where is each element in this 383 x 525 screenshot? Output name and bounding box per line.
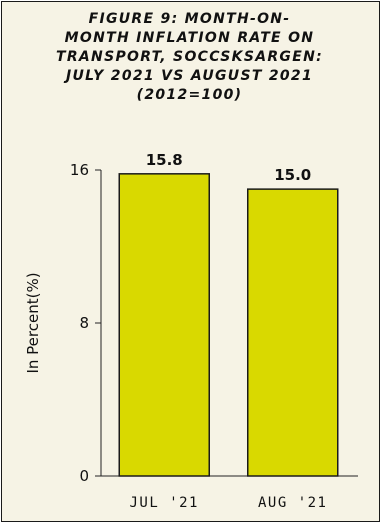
chart-title-line: MONTH INFLATION RATE ON (64, 30, 315, 46)
y-tick-label: 16 (70, 161, 89, 179)
chart-title-line: (2012=100) (136, 87, 243, 103)
bar (247, 188, 339, 477)
bar (118, 173, 210, 477)
labels: 0 8 16 In Percent(%) 15.8 JUL '21 15.0 AUG '21 (24, 151, 328, 511)
bar-value-label: 15.8 (146, 151, 183, 169)
y-tick-label: 8 (79, 314, 89, 332)
chart-title: FIGURE 9: MONTH-ON- MONTH INFLATION RATE… (10, 10, 369, 105)
chart-title-line: JULY 2021 VS AUGUST 2021 (65, 68, 314, 84)
y-axis-label: In Percent(%) (24, 272, 42, 373)
bars (118, 173, 339, 477)
x-tick-label: AUG '21 (258, 495, 328, 511)
chart-title-line: TRANSPORT, SOCCSKSARGEN: (55, 49, 323, 65)
bar-value-label: 15.0 (274, 166, 311, 184)
y-tick-label: 0 (79, 467, 89, 485)
chart-title-line: FIGURE 9: MONTH-ON- (88, 11, 291, 27)
x-tick-label: JUL '21 (129, 495, 199, 511)
